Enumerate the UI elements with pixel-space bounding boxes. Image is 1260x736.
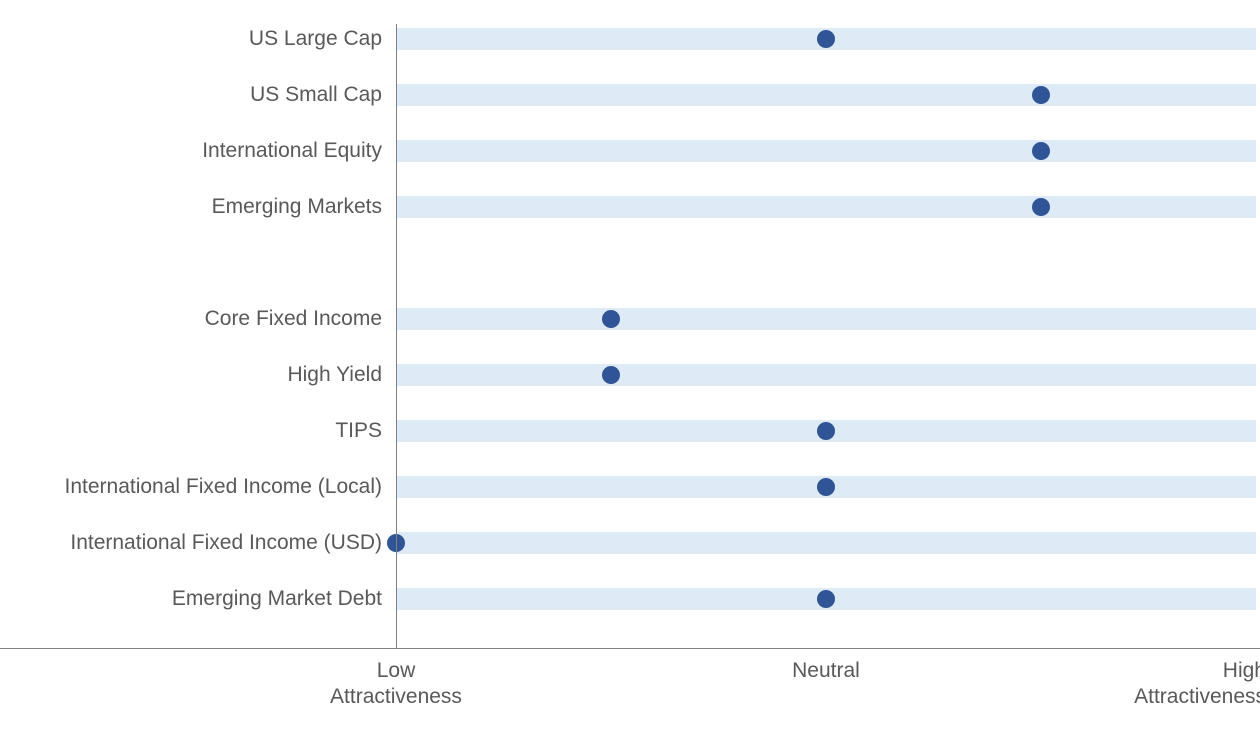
row-track	[396, 140, 1256, 162]
y-axis-line	[396, 24, 397, 648]
row-track	[396, 364, 1256, 386]
row-label: High Yield	[287, 364, 382, 386]
data-marker	[817, 590, 835, 608]
row-track	[396, 308, 1256, 330]
data-marker	[817, 30, 835, 48]
row-label: International Equity	[202, 140, 382, 162]
data-marker	[1032, 198, 1050, 216]
data-marker	[817, 478, 835, 496]
plot-area	[396, 28, 1256, 648]
row-track	[396, 196, 1256, 218]
row-label: Emerging Markets	[212, 196, 382, 218]
data-marker	[602, 366, 620, 384]
data-marker	[817, 422, 835, 440]
row-label: International Fixed Income (USD)	[70, 532, 382, 554]
data-marker	[1032, 142, 1050, 160]
data-marker	[1032, 86, 1050, 104]
attractiveness-dot-chart: US Large Cap US Small Cap International Eq…	[0, 0, 1260, 736]
row-label: International Fixed Income (Local)	[65, 476, 383, 498]
x-axis-label-low: Low Attractiveness	[276, 658, 516, 711]
data-marker	[602, 310, 620, 328]
row-label: US Small Cap	[250, 84, 382, 106]
row-track	[396, 532, 1256, 554]
row-label: TIPS	[335, 420, 382, 442]
row-label: US Large Cap	[249, 28, 382, 50]
row-label: Emerging Market Debt	[172, 588, 382, 610]
x-axis-label-neutral: Neutral	[706, 658, 946, 684]
row-track	[396, 84, 1256, 106]
x-axis-line	[0, 648, 1260, 649]
row-label: Core Fixed Income	[205, 308, 382, 330]
x-axis-label-high: High Attractiveness	[1026, 658, 1260, 711]
